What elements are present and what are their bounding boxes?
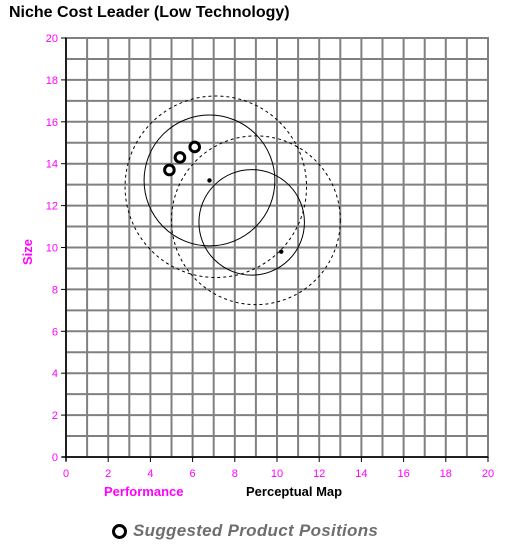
x-tick-label: 20 (482, 468, 494, 480)
inner-circle (143, 114, 276, 247)
x-tick-label: 0 (63, 468, 69, 480)
segment-center-point (279, 249, 284, 254)
y-tick-label: 2 (52, 410, 58, 422)
perceptual-map-label: Perceptual Map (246, 484, 342, 499)
x-axis-label: Performance (104, 484, 183, 499)
x-tick-label: 8 (232, 468, 238, 480)
legend: Suggested Product Positions (112, 521, 378, 541)
chart-title: Niche Cost Leader (Low Technology) (9, 4, 290, 21)
x-tick-label: 10 (271, 468, 283, 480)
segment-centers (207, 178, 284, 254)
inner-circles (143, 114, 305, 276)
y-tick-label: 20 (46, 33, 58, 45)
inner-circle (198, 169, 305, 276)
x-tick-label: 18 (440, 468, 452, 480)
x-tick-labels: 0 2 4 6 8 10 12 14 16 18 20 (63, 457, 494, 480)
outer-circle (124, 95, 308, 278)
suggested-positions (163, 140, 202, 177)
suggested-position-point (188, 140, 202, 154)
y-tick-label: 4 (52, 368, 58, 380)
y-tick-label: 0 (52, 452, 58, 464)
outer-circle (171, 135, 341, 306)
y-tick-label: 12 (46, 201, 58, 213)
y-tick-labels: 0 2 4 6 8 10 12 14 16 18 20 (46, 33, 66, 464)
suggested-position-point (173, 151, 187, 164)
y-tick-label: 8 (52, 284, 58, 296)
grid-lines (65, 37, 489, 458)
y-tick-label: 18 (46, 75, 58, 87)
outer-circles (124, 95, 341, 306)
y-tick-label: 14 (46, 159, 58, 171)
legend-label: Suggested Product Positions (133, 521, 379, 540)
y-axis-label: Size (20, 239, 35, 265)
axes (62, 38, 488, 461)
y-tick-label: 6 (52, 326, 58, 338)
suggested-position-point (163, 163, 176, 177)
x-tick-label: 16 (397, 468, 409, 480)
x-tick-label: 14 (355, 468, 367, 480)
x-tick-label: 6 (190, 468, 196, 480)
x-tick-label: 12 (313, 468, 325, 480)
segment-center-point (207, 178, 212, 183)
y-tick-label: 16 (46, 117, 58, 129)
legend-marker-icon (112, 523, 127, 539)
x-tick-label: 2 (105, 468, 111, 480)
x-tick-label: 4 (147, 468, 153, 480)
y-tick-label: 10 (46, 243, 58, 255)
